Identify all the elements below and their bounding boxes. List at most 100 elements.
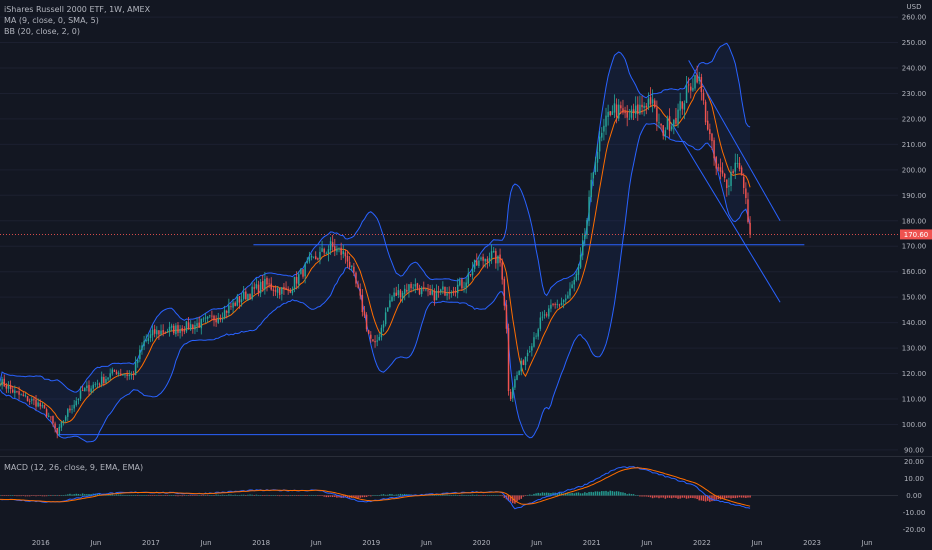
macd-histogram-bar [702, 495, 705, 501]
candle-body [575, 273, 578, 281]
candle-body [336, 248, 338, 252]
macd-histogram-bar [272, 495, 275, 496]
candle-body [433, 290, 436, 301]
macd-histogram-bar [387, 494, 389, 496]
candle-body [228, 305, 230, 314]
macd-histogram-bar [497, 495, 499, 496]
macd-histogram-bar [492, 495, 495, 496]
price-axis-tick: 230.00 [902, 90, 927, 98]
macd-histogram-bar [81, 493, 84, 496]
macd-histogram-bar [520, 495, 522, 499]
candle-body [111, 369, 114, 374]
macd-axis-tick: -10.00 [903, 509, 926, 517]
macd-histogram-bar [71, 494, 73, 496]
macd-histogram-bar [84, 494, 86, 496]
candle-body [463, 286, 465, 288]
trendlines[interactable] [57, 60, 805, 436]
macd-histogram-bar [281, 495, 283, 496]
macd-histogram-bar [711, 495, 713, 502]
macd-histogram-bar [632, 494, 635, 496]
candle-body [641, 104, 643, 108]
candle-body [18, 391, 20, 395]
candle-body [198, 322, 200, 328]
candle-body [331, 242, 334, 247]
macd-histogram-bar [204, 494, 207, 496]
macd-histogram-bar [77, 493, 80, 496]
candle-body [734, 162, 737, 172]
time-axis-tick: Jun [200, 539, 212, 547]
candle-body [571, 284, 573, 289]
candle-body [427, 290, 429, 292]
macd-histogram-bar [359, 495, 361, 498]
candle-body [414, 284, 417, 287]
candle-body [67, 409, 69, 417]
macd-histogram-bar [446, 494, 448, 496]
candle-body [569, 288, 571, 296]
macd-histogram-bar [721, 495, 724, 499]
macd-histogram-bar [668, 495, 671, 498]
macd-legend[interactable]: MACD (12, 26, close, 9, EMA, EMA) [4, 463, 144, 472]
macd-histogram-bar [124, 495, 126, 496]
macd-histogram-bar [232, 495, 234, 496]
price-axis-tick: 140.00 [902, 319, 927, 327]
candle-body [524, 356, 527, 366]
macd-histogram-bar [149, 495, 152, 496]
candle-body [230, 306, 232, 308]
price-axis[interactable]: 260.00 250.00 240.00 230.00 220.00 210.00 200.… [902, 14, 927, 455]
bb-legend[interactable]: BB (20, close, 2, 0) [4, 27, 80, 36]
candle-body [145, 340, 147, 341]
candle-body [581, 240, 584, 256]
macd-histogram-bar [613, 491, 616, 496]
macd-histogram-bar [270, 495, 272, 496]
macd-histogram-bar [471, 494, 474, 496]
ma-legend[interactable]: MA (9, close, 0, SMA, 5) [4, 16, 99, 25]
candle-body [490, 251, 493, 259]
time-axis[interactable]: 2016 Jun 2017 Jun 2018 Jun 2019 Jun 2020 Jun 2021 J… [32, 539, 873, 547]
candle-body [437, 291, 440, 293]
candle-body [77, 398, 80, 401]
macd-histogram-bar [107, 494, 109, 496]
current-price-value: 170.60 [904, 231, 929, 239]
macd-histogram-bar [639, 495, 641, 497]
candle-body [512, 387, 514, 399]
macd-histogram-bar [673, 495, 675, 498]
candle-body [281, 287, 283, 294]
candle-body [353, 266, 355, 273]
candle-body [31, 399, 33, 401]
candle-body [52, 415, 54, 424]
macd-histogram-bar [11, 495, 14, 496]
candle-body [668, 116, 671, 131]
candle-body [743, 176, 745, 188]
signal-line [0, 467, 751, 507]
candle-body [577, 266, 580, 275]
candle-body [603, 125, 605, 132]
macd-histogram-bar [179, 495, 181, 496]
macd-histogram-bar [217, 494, 219, 496]
candle-body [694, 75, 696, 89]
macd-histogram-bar [611, 491, 614, 496]
candle-body [298, 274, 300, 285]
candle-body [698, 76, 700, 82]
candle-body [499, 254, 501, 263]
candle-body [550, 304, 552, 309]
candle-body [658, 122, 660, 124]
symbol-title[interactable]: iShares Russell 2000 ETF, 1W, AMEX [4, 5, 151, 14]
macd-histogram-bar [73, 494, 75, 496]
candle-body [84, 388, 86, 392]
macd-histogram-bar [122, 494, 124, 496]
candle-body [300, 268, 302, 274]
candle-body [62, 421, 65, 422]
candle-body [103, 377, 105, 384]
macd-histogram-bar [575, 492, 578, 496]
macd-histogram-bar [749, 495, 751, 498]
macd-histogram-bar [456, 495, 459, 496]
candle-body [238, 296, 241, 303]
candle-body [541, 316, 544, 318]
candle-body [115, 371, 118, 375]
macd-histogram-bar [47, 495, 50, 496]
candle-body [357, 284, 359, 288]
candle-body [537, 329, 539, 337]
macd-histogram-bar [50, 495, 52, 496]
candle-body [374, 341, 376, 343]
